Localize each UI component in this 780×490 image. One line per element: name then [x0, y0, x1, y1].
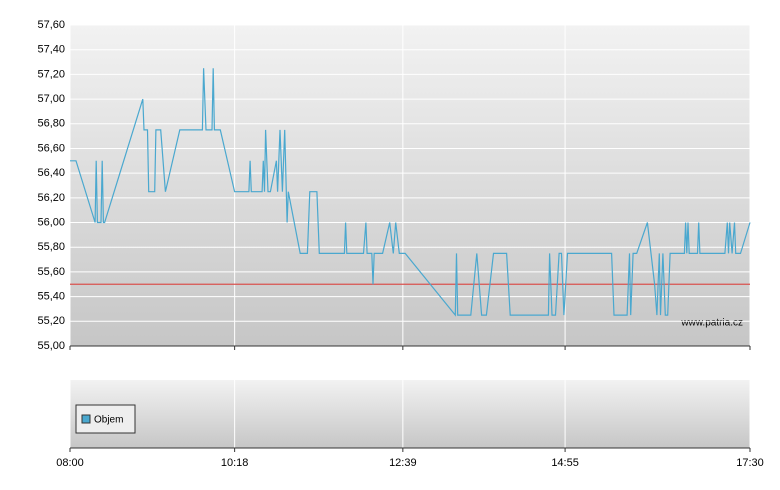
y-tick-label: 55,80 [37, 241, 65, 253]
y-tick-label: 55,40 [37, 291, 65, 303]
plot-background [70, 25, 750, 346]
x-tick-label: 17:30 [736, 457, 764, 469]
price-line [70, 68, 751, 317]
y-tick-label: 56,00 [37, 216, 65, 228]
x-tick-label: 08:00 [56, 457, 84, 469]
y-tick-label: 57,20 [37, 68, 65, 80]
y-tick-label: 57,60 [37, 19, 65, 31]
x-tick-label: 10:18 [221, 457, 249, 469]
volume-background [70, 380, 750, 448]
x-tick-label: 12:39 [389, 457, 417, 469]
legend-swatch [81, 414, 91, 424]
y-tick-label: 57,00 [37, 93, 65, 105]
y-tick-label: 56,80 [37, 118, 65, 130]
y-tick-label: 56,20 [37, 192, 65, 204]
watermark: www.patria.cz [680, 318, 743, 329]
y-tick-label: 56,40 [37, 167, 65, 179]
y-tick-label: 55,60 [37, 266, 65, 278]
y-tick-label: 55,00 [37, 340, 65, 352]
legend-label: Objem [94, 415, 123, 426]
y-tick-label: 57,40 [37, 44, 65, 56]
y-tick-label: 55,20 [37, 315, 65, 327]
x-tick-label: 14:55 [551, 457, 579, 469]
y-tick-label: 56,60 [37, 142, 65, 154]
